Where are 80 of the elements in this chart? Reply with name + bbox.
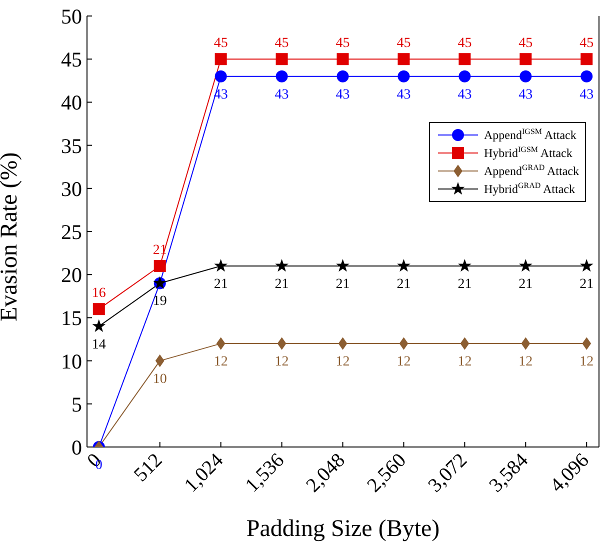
data-label: 43 <box>458 87 472 102</box>
y-tick-label: 45 <box>61 48 82 72</box>
data-label: 43 <box>518 87 533 102</box>
data-label: 45 <box>518 36 533 52</box>
y-tick-label: 35 <box>61 134 82 158</box>
data-label: 21 <box>580 276 594 292</box>
y-tick-label: 5 <box>72 392 82 416</box>
point <box>580 70 593 82</box>
point <box>214 70 227 82</box>
data-label: 43 <box>274 87 289 102</box>
data-label: 10 <box>152 372 167 387</box>
data-label: 45 <box>458 36 472 52</box>
data-label: 45 <box>336 36 350 52</box>
point <box>276 260 288 271</box>
data-label: 45 <box>274 36 289 52</box>
y-tick-label: 50 <box>61 4 82 28</box>
y-tick-label: 30 <box>61 176 82 201</box>
data-label: 43 <box>336 87 350 102</box>
data-label: 21 <box>396 276 411 292</box>
legend-label: Append$^{GRAD}$ Attack <box>484 163 579 178</box>
point <box>399 338 408 350</box>
legend-label: Append$^{IGSM}$ Attack <box>484 127 576 142</box>
data-label: 43 <box>580 87 594 102</box>
point <box>398 70 410 82</box>
data-label: 12 <box>518 354 533 370</box>
point <box>458 260 470 271</box>
y-tick-label: 25 <box>61 220 82 244</box>
data-label: 12 <box>214 354 228 370</box>
point <box>460 338 470 350</box>
data-label: 45 <box>214 36 228 52</box>
point <box>215 260 227 271</box>
y-tick-label: 40 <box>61 90 82 115</box>
data-label: 21 <box>336 276 350 292</box>
x-axis-title: Padding Size (Byte) <box>246 516 440 542</box>
data-label: 12 <box>580 354 594 370</box>
point <box>337 260 348 271</box>
data-label: 21 <box>274 276 289 292</box>
point <box>521 338 530 350</box>
data-label: 12 <box>458 354 472 370</box>
point <box>520 53 532 66</box>
point <box>154 260 166 272</box>
y-tick-label: 10 <box>61 349 82 374</box>
data-label: 45 <box>396 36 411 52</box>
y-tick-label: 15 <box>61 306 82 330</box>
data-label: 14 <box>92 337 106 352</box>
point <box>276 53 288 66</box>
point <box>214 53 227 66</box>
point <box>580 260 592 271</box>
data-label: 12 <box>336 354 350 370</box>
y-tick-label: 20 <box>61 263 82 288</box>
point <box>458 70 471 82</box>
data-label: 16 <box>92 286 106 302</box>
point <box>458 53 471 66</box>
point <box>520 260 532 271</box>
legend-label: Hybrid$^{IGSM}$ Attack <box>484 145 572 160</box>
data-label: 21 <box>518 276 533 292</box>
point <box>398 260 410 271</box>
legend-label: Hybrid$^{GRAD}$ Attack <box>484 181 575 196</box>
point <box>520 70 532 82</box>
data-label: 21 <box>214 276 228 292</box>
data-label: 12 <box>396 354 411 370</box>
point <box>338 338 348 350</box>
data-label: 19 <box>152 294 167 310</box>
data-label: 12 <box>274 354 289 370</box>
data-label: 21 <box>458 276 472 292</box>
point <box>398 53 410 66</box>
point <box>156 354 164 367</box>
point <box>582 338 591 350</box>
point <box>580 53 593 66</box>
y-axis-title: Evasion Rate (%) <box>0 152 23 322</box>
data-label: 45 <box>580 36 594 52</box>
point <box>277 338 286 350</box>
point <box>276 70 288 82</box>
point <box>336 70 349 82</box>
point <box>93 320 105 332</box>
point <box>92 303 105 316</box>
point <box>336 53 349 66</box>
x-tick-label: 512 <box>130 449 167 486</box>
point <box>216 338 226 350</box>
data-label: 43 <box>396 87 411 102</box>
